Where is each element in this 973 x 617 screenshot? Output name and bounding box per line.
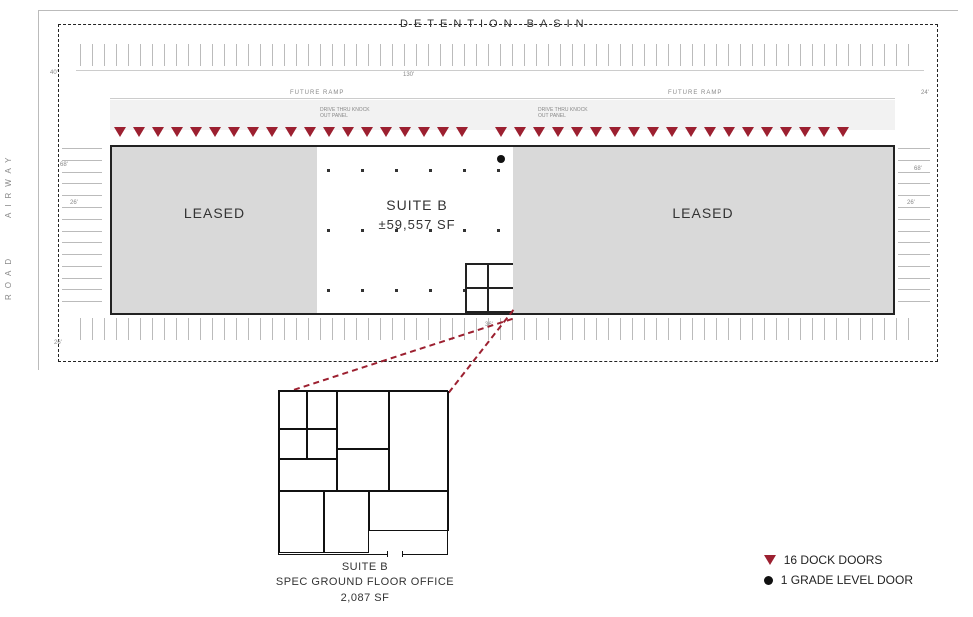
dock-door-icon [742,127,754,137]
legend-grade-text: 1 GRADE LEVEL DOOR [781,573,913,587]
dock-door-icon [761,127,773,137]
dock-door-icon [723,127,735,137]
parking-north [80,44,920,70]
dock-door-icon [533,127,545,137]
leased-right-label: LEASED [513,205,893,221]
rule-1 [76,70,924,71]
dock-door-icon [628,127,640,137]
dock-door-icon [342,127,354,137]
parking-west [62,148,106,313]
leased-left-area: LEASED [112,147,317,313]
dock-door-icon [514,127,526,137]
dock-door-icon [247,127,259,137]
detention-basin-label: DETENTION BASIN [400,18,590,30]
floor-plan-sheet: ROAD AIRWAY DETENTION BASIN FUTURE RAMP … [0,0,973,617]
dock-door-icon [437,127,449,137]
dock-door-icon [228,127,240,137]
dock-door-icon [323,127,335,137]
dock-door-icon [266,127,278,137]
dock-door-icon [133,127,145,137]
dock-door-icon [152,127,164,137]
legend-dock-doors: 16 DOCK DOORS [764,553,913,567]
dim-e68: 68' [914,166,922,172]
road-name: AIRWAY [4,151,13,218]
dim-sw26: 26' [54,340,62,346]
grade-door-icon [764,576,773,585]
dock-door-icon [361,127,373,137]
dock-door-icon [571,127,583,137]
legend-grade-door: 1 GRADE LEVEL DOOR [764,573,913,587]
dock-door-icon [304,127,316,137]
dock-door-icon [552,127,564,137]
zoom-subtitle: SPEC GROUND FLOOR OFFICE [260,575,470,590]
prop-line-n [38,10,958,11]
dock-door-icon [418,127,430,137]
dock-door-icon [799,127,811,137]
suite-b-office-footprint [465,263,515,313]
dock-door-icon [114,127,126,137]
dim-e26: 26' [907,200,915,206]
dock-door-icon [285,127,297,137]
office-zoom-plan [278,390,448,555]
office-zoom-caption: SUITE B SPEC GROUND FLOOR OFFICE 2,087 S… [260,560,470,606]
dock-door-icon [190,127,202,137]
building-outline: LEASED SUITE B ±59,557 SF LEASED [110,145,895,315]
zoom-title: SUITE B [260,560,470,575]
zoom-area: 2,087 SF [260,591,470,606]
legend-dock-text: 16 DOCK DOORS [784,553,883,567]
grade-level-door-marker [497,155,505,163]
dim-e24: 24' [921,90,929,96]
legend: 16 DOCK DOORS 1 GRADE LEVEL DOOR [764,547,913,587]
dock-door-icon [818,127,830,137]
dock-door-icon [609,127,621,137]
dock-door-icon [399,127,411,137]
dock-door-icon [780,127,792,137]
dim-n130: 130' [403,72,414,78]
dock-door-icon [495,127,507,137]
dock-door-icon [685,127,697,137]
knockout-panel-left: DRIVE THRU KNOCK OUT PANEL [320,108,370,119]
dock-door-icon [764,555,776,565]
dock-door-icon [209,127,221,137]
parking-east [898,148,934,313]
dock-door-icon [171,127,183,137]
dock-door-icon [456,127,468,137]
leased-left-label: LEASED [112,205,317,221]
future-ramp-right: FUTURE RAMP [668,90,722,96]
suite-b-area: SUITE B ±59,557 SF [317,147,517,313]
dock-door-icon [590,127,602,137]
dock-door-icon [666,127,678,137]
road-label: ROAD [4,253,13,300]
dim-w40: 40' [50,70,58,76]
dock-door-icon [837,127,849,137]
dock-door-icon [380,127,392,137]
dock-door-icon [704,127,716,137]
road-type: ROAD [4,253,13,300]
dim-w68: 68' [60,162,68,168]
knockout-panel-right: DRIVE THRU KNOCK OUT PANEL [538,108,588,119]
dock-doors-row [110,124,895,140]
future-ramp-left: FUTURE RAMP [290,90,344,96]
leased-right-area: LEASED [513,147,893,313]
dim-w26: 26' [70,200,78,206]
prop-line-w [38,10,39,370]
dock-door-icon [647,127,659,137]
rule-2 [110,98,895,99]
